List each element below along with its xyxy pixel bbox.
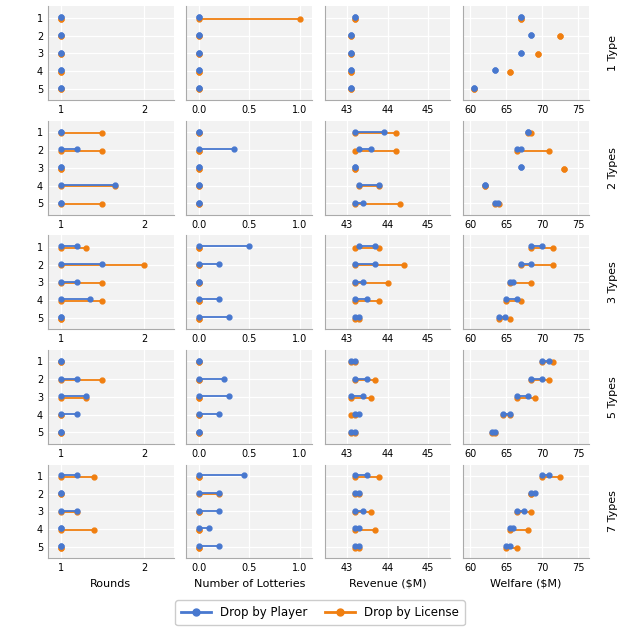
X-axis label: Rounds: Rounds <box>90 579 131 589</box>
Y-axis label: 3 Types: 3 Types <box>608 261 618 304</box>
X-axis label: Welfare ($M): Welfare ($M) <box>490 579 562 589</box>
X-axis label: Number of Lotteries: Number of Lotteries <box>193 579 305 589</box>
Y-axis label: 2 Types: 2 Types <box>608 147 618 189</box>
Y-axis label: 1 Type: 1 Type <box>608 35 618 71</box>
Legend: Drop by Player, Drop by License: Drop by Player, Drop by License <box>175 600 465 625</box>
Y-axis label: 5 Types: 5 Types <box>608 376 618 418</box>
X-axis label: Revenue ($M): Revenue ($M) <box>349 579 426 589</box>
Y-axis label: 7 Types: 7 Types <box>608 490 618 533</box>
